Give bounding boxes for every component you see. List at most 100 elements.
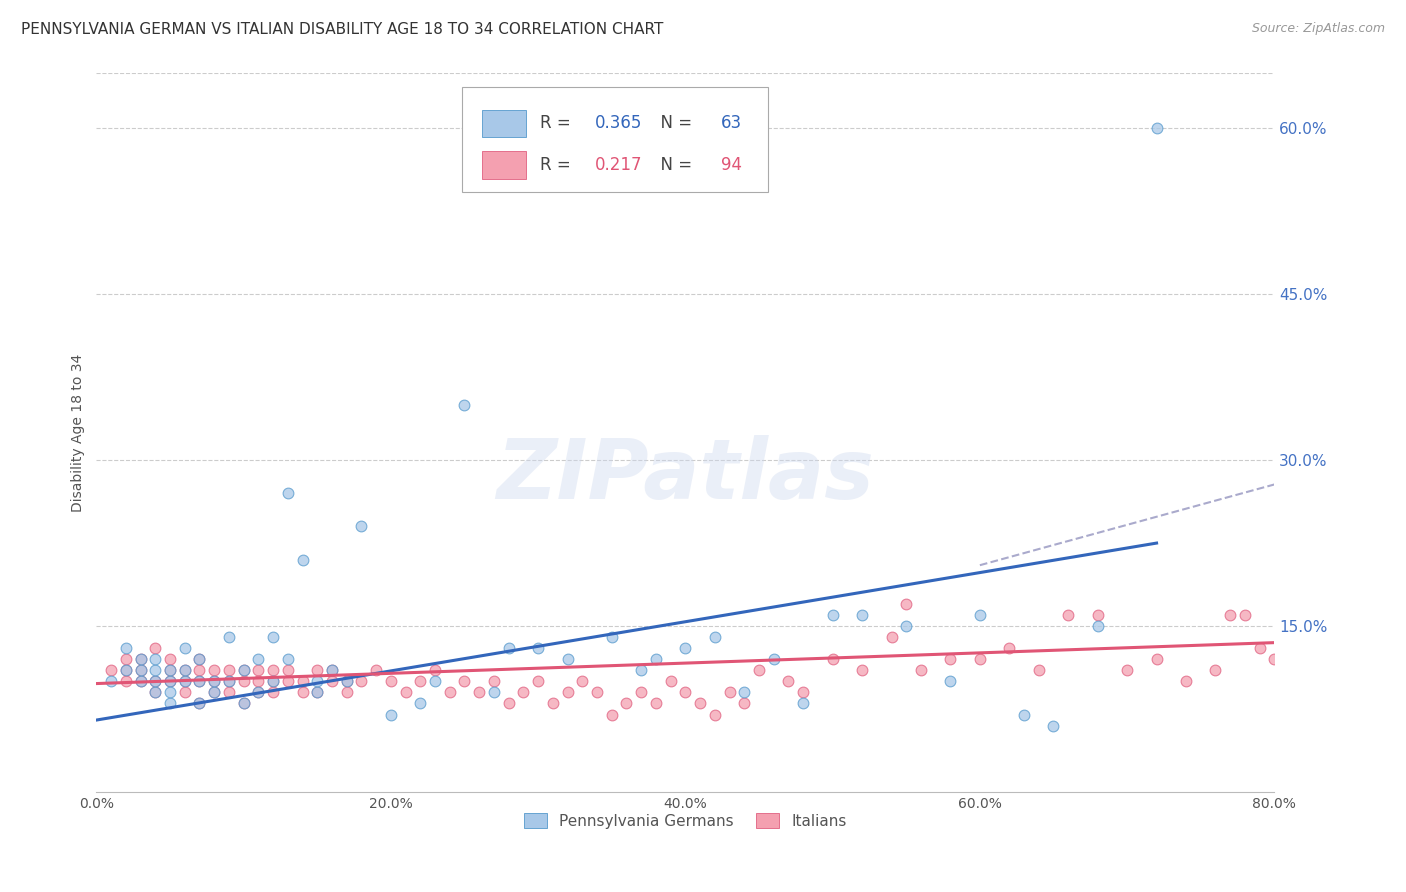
Point [321, 663, 343, 677]
Point [1146, 652, 1168, 666]
Point [114, 641, 136, 656]
Point [1219, 607, 1241, 622]
Point [114, 674, 136, 689]
Point [762, 652, 785, 666]
Point [232, 674, 254, 689]
Point [969, 652, 991, 666]
Point [1116, 663, 1139, 677]
Point [159, 674, 181, 689]
Point [1012, 707, 1035, 722]
Point [1204, 663, 1226, 677]
Point [733, 685, 755, 699]
Point [143, 674, 166, 689]
Point [527, 641, 550, 656]
Point [159, 697, 181, 711]
Point [939, 674, 962, 689]
Point [218, 663, 240, 677]
FancyBboxPatch shape [461, 87, 768, 192]
Point [939, 652, 962, 666]
Point [645, 697, 668, 711]
Point [247, 685, 270, 699]
Point [129, 663, 152, 677]
Text: 94: 94 [721, 156, 742, 174]
Point [673, 641, 696, 656]
Point [218, 674, 240, 689]
Point [218, 685, 240, 699]
Point [291, 685, 314, 699]
Point [1087, 607, 1109, 622]
Text: N =: N = [650, 114, 697, 132]
Point [291, 674, 314, 689]
Bar [482, 110, 526, 136]
Point [910, 663, 932, 677]
Point [173, 663, 195, 677]
Point [173, 641, 195, 656]
Point [143, 663, 166, 677]
Point [307, 663, 329, 677]
Text: PENNSYLVANIA GERMAN VS ITALIAN DISABILITY AGE 18 TO 34 CORRELATION CHART: PENNSYLVANIA GERMAN VS ITALIAN DISABILIT… [21, 22, 664, 37]
Point [129, 674, 152, 689]
Point [143, 641, 166, 656]
Point [232, 663, 254, 677]
Point [277, 486, 299, 500]
Point [1233, 607, 1256, 622]
Point [453, 674, 475, 689]
Point [718, 685, 741, 699]
Point [896, 619, 918, 633]
Point [748, 663, 770, 677]
Text: R =: R = [540, 156, 576, 174]
Point [159, 663, 181, 677]
Text: N =: N = [650, 156, 697, 174]
Point [969, 607, 991, 622]
Point [336, 685, 359, 699]
Point [512, 685, 534, 699]
Point [350, 519, 373, 533]
Point [792, 697, 814, 711]
Point [1263, 652, 1285, 666]
Point [851, 663, 873, 677]
Point [307, 685, 329, 699]
Point [336, 674, 359, 689]
Point [527, 674, 550, 689]
Point [173, 674, 195, 689]
Point [173, 685, 195, 699]
Point [100, 663, 122, 677]
Point [232, 697, 254, 711]
Point [896, 597, 918, 611]
Point [232, 663, 254, 677]
Text: R =: R = [540, 114, 576, 132]
Point [482, 674, 505, 689]
Point [1087, 619, 1109, 633]
Point [821, 607, 844, 622]
Point [159, 652, 181, 666]
Point [188, 663, 211, 677]
Point [262, 630, 284, 644]
Point [366, 663, 388, 677]
Text: ZIPatlas: ZIPatlas [496, 435, 875, 516]
Point [262, 685, 284, 699]
Point [630, 663, 652, 677]
Point [262, 674, 284, 689]
Legend: Pennsylvania Germans, Italians: Pennsylvania Germans, Italians [517, 806, 853, 835]
Point [851, 607, 873, 622]
Text: 0.217: 0.217 [595, 156, 643, 174]
Point [321, 663, 343, 677]
Point [821, 652, 844, 666]
Point [689, 697, 711, 711]
Point [188, 697, 211, 711]
Point [571, 674, 593, 689]
Point [232, 697, 254, 711]
Point [247, 685, 270, 699]
Text: 0.365: 0.365 [595, 114, 643, 132]
Point [188, 674, 211, 689]
Point [1249, 641, 1271, 656]
Point [409, 674, 432, 689]
Point [645, 652, 668, 666]
Point [291, 552, 314, 566]
Point [498, 641, 520, 656]
Point [394, 685, 416, 699]
Bar [482, 152, 526, 178]
Point [247, 674, 270, 689]
Point [143, 674, 166, 689]
Point [218, 630, 240, 644]
